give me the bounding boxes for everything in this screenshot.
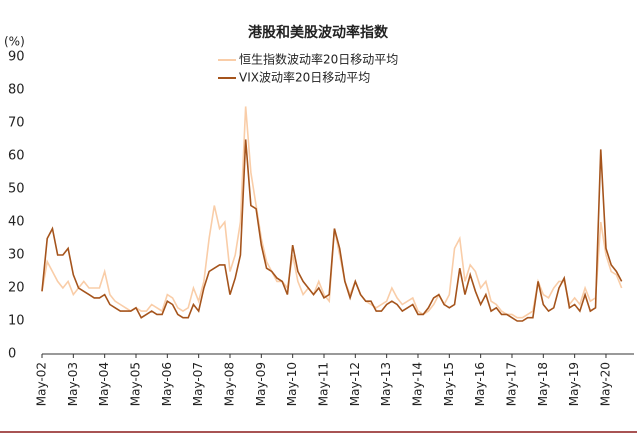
x-tick-label: May-11	[316, 362, 330, 406]
x-tick-label: May-05	[128, 362, 142, 406]
x-tick-label: May-16	[473, 362, 487, 406]
y-tick-label: 80	[8, 83, 25, 98]
x-tick-label: May-17	[504, 362, 518, 406]
x-tick-label: May-19	[567, 362, 581, 406]
y-tick-label: 30	[8, 248, 25, 263]
series-line	[41, 106, 623, 319]
series-line	[41, 139, 623, 322]
y-tick-label: 0	[8, 347, 16, 362]
x-tick-label: May-10	[285, 362, 299, 406]
x-tick-label: May-14	[410, 362, 424, 406]
legend-label: 恒生指数波动率20日移动平均	[239, 52, 398, 67]
y-tick-label: 20	[8, 281, 25, 296]
y-tick-label: 60	[8, 149, 25, 164]
x-tick-label: May-20	[598, 362, 612, 406]
x-tick-label: May-06	[160, 362, 174, 406]
x-tick-label: May-15	[442, 362, 456, 406]
y-tick-label: 70	[8, 116, 25, 131]
x-tick-label: May-13	[379, 362, 393, 406]
legend-label: VIX波动率20日移动平均	[239, 70, 370, 85]
x-tick-label: May-02	[35, 362, 49, 406]
x-tick-label: May-08	[222, 362, 236, 406]
y-tick-label: 40	[8, 215, 25, 230]
y-axis-label: (%)	[4, 35, 25, 49]
x-tick-label: May-09	[254, 362, 268, 406]
x-tick-label: May-04	[97, 362, 111, 406]
x-tick-label: May-12	[348, 362, 362, 406]
y-tick-label: 50	[8, 182, 25, 197]
y-tick-label: 10	[8, 314, 25, 329]
chart-title: 港股和美股波动率指数	[248, 24, 389, 41]
x-tick-label: May-18	[536, 362, 550, 406]
x-tick-label: May-03	[66, 362, 80, 406]
y-tick-label: 90	[8, 50, 25, 65]
x-tick-label: May-07	[191, 362, 205, 406]
